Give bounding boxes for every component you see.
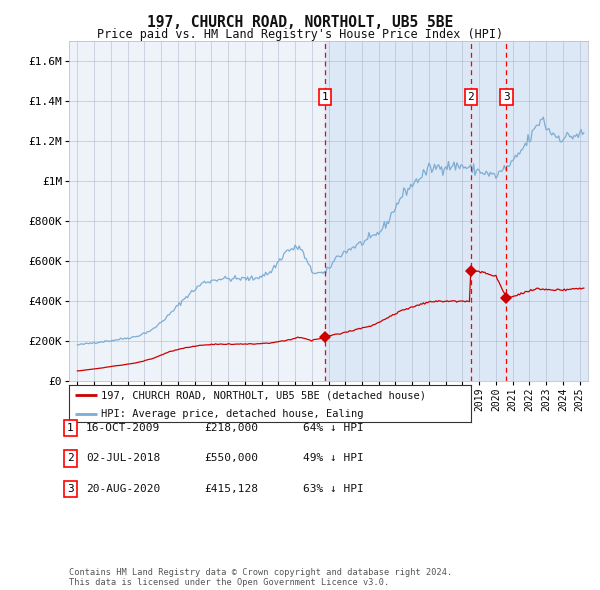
Text: 64% ↓ HPI: 64% ↓ HPI [302, 423, 364, 432]
Text: This data is licensed under the Open Government Licence v3.0.: This data is licensed under the Open Gov… [69, 578, 389, 587]
Text: 16-OCT-2009: 16-OCT-2009 [86, 423, 160, 432]
Text: 63% ↓ HPI: 63% ↓ HPI [302, 484, 364, 494]
Text: 1: 1 [67, 423, 74, 432]
Text: HPI: Average price, detached house, Ealing: HPI: Average price, detached house, Eali… [101, 409, 364, 419]
Text: 197, CHURCH ROAD, NORTHOLT, UB5 5BE (detached house): 197, CHURCH ROAD, NORTHOLT, UB5 5BE (det… [101, 390, 426, 400]
Text: 49% ↓ HPI: 49% ↓ HPI [302, 454, 364, 463]
Text: 3: 3 [67, 484, 74, 494]
Text: £550,000: £550,000 [204, 454, 258, 463]
Text: 197, CHURCH ROAD, NORTHOLT, UB5 5BE: 197, CHURCH ROAD, NORTHOLT, UB5 5BE [147, 15, 453, 30]
Text: Price paid vs. HM Land Registry's House Price Index (HPI): Price paid vs. HM Land Registry's House … [97, 28, 503, 41]
Text: 02-JUL-2018: 02-JUL-2018 [86, 454, 160, 463]
Text: 20-AUG-2020: 20-AUG-2020 [86, 484, 160, 494]
Text: £415,128: £415,128 [204, 484, 258, 494]
Text: 2: 2 [67, 454, 74, 463]
Bar [325, 41, 588, 381]
Text: 3: 3 [503, 92, 510, 102]
Text: 1: 1 [322, 92, 328, 102]
Text: £218,000: £218,000 [204, 423, 258, 432]
Text: Contains HM Land Registry data © Crown copyright and database right 2024.: Contains HM Land Registry data © Crown c… [69, 568, 452, 577]
Text: 2: 2 [467, 92, 474, 102]
